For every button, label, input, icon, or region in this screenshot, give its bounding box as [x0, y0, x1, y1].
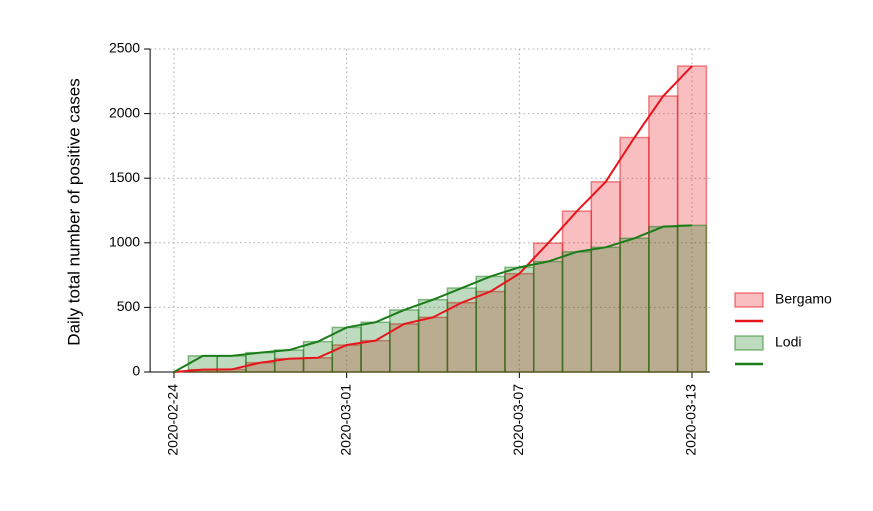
- bar: [561, 251, 593, 373]
- bar: [446, 287, 477, 373]
- legend-label: Bergamo: [775, 291, 832, 307]
- bar: [532, 260, 564, 373]
- y-tick-label: 1500: [109, 169, 140, 185]
- bar: [648, 225, 679, 373]
- x-tick-label: 2020-03-07: [510, 384, 526, 456]
- bar: [504, 266, 535, 373]
- legend-swatch: [734, 335, 764, 351]
- y-axis-label: Daily total number of positive cases: [64, 78, 83, 345]
- x-tick-label: 2020-03-13: [683, 384, 699, 456]
- legend-swatch: [734, 292, 764, 308]
- y-tick-label: 2000: [109, 104, 140, 120]
- bar: [360, 321, 391, 373]
- x-tick-label: 2020-02-24: [165, 384, 181, 456]
- x-tick-label: 2020-03-01: [337, 384, 353, 456]
- line: [173, 224, 693, 373]
- y-tick-label: 500: [117, 298, 141, 314]
- y-tick-label: 1000: [109, 234, 140, 250]
- bar: [590, 246, 621, 373]
- line: [173, 65, 693, 373]
- bar: [417, 298, 449, 373]
- legend-label: Lodi: [775, 334, 801, 350]
- bar: [504, 272, 535, 373]
- bar: [619, 237, 650, 373]
- bar: [676, 65, 708, 373]
- bar: [389, 309, 420, 373]
- y-tick-label: 0: [132, 363, 140, 379]
- bar: [676, 224, 708, 373]
- y-tick-label: 2500: [109, 40, 140, 56]
